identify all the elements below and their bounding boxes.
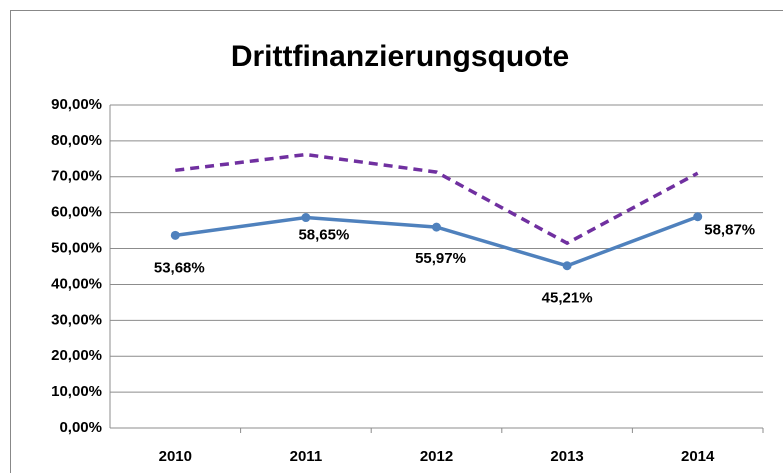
data-label: 58,65%	[298, 226, 349, 243]
x-tick-label: 2012	[420, 448, 453, 465]
point-marker	[432, 222, 441, 232]
point-marker	[693, 212, 703, 222]
y-tick-label: 20,00%	[51, 347, 102, 364]
point-marker	[562, 261, 572, 271]
y-tick-label: 70,00%	[51, 168, 102, 185]
chart-title: Drittfinanzierungsquote	[231, 40, 569, 73]
x-tick-label: 2010	[159, 448, 192, 465]
series-line	[175, 152, 699, 246]
y-tick-label: 90,00%	[51, 96, 102, 113]
y-tick-label: 50,00%	[51, 240, 102, 257]
y-tick-label: 30,00%	[51, 311, 102, 328]
x-tick-label: 2011	[290, 448, 323, 465]
y-tick-label: 60,00%	[51, 204, 102, 221]
x-tick-label: 2013	[550, 448, 583, 465]
chart-frame	[10, 10, 783, 473]
y-tick-label: 40,00%	[51, 275, 102, 292]
y-tick-label: 10,00%	[51, 383, 102, 400]
data-label: 55,97%	[415, 250, 466, 267]
point-marker	[301, 213, 311, 223]
point-marker	[170, 230, 180, 240]
y-tick-label: 80,00%	[51, 132, 102, 149]
x-tick-label: 2014	[681, 448, 715, 465]
data-label: 45,21%	[542, 290, 593, 307]
data-label: 58,87%	[704, 222, 755, 239]
data-label: 53,68%	[154, 259, 205, 276]
y-tick-label: 0,00%	[59, 419, 102, 436]
